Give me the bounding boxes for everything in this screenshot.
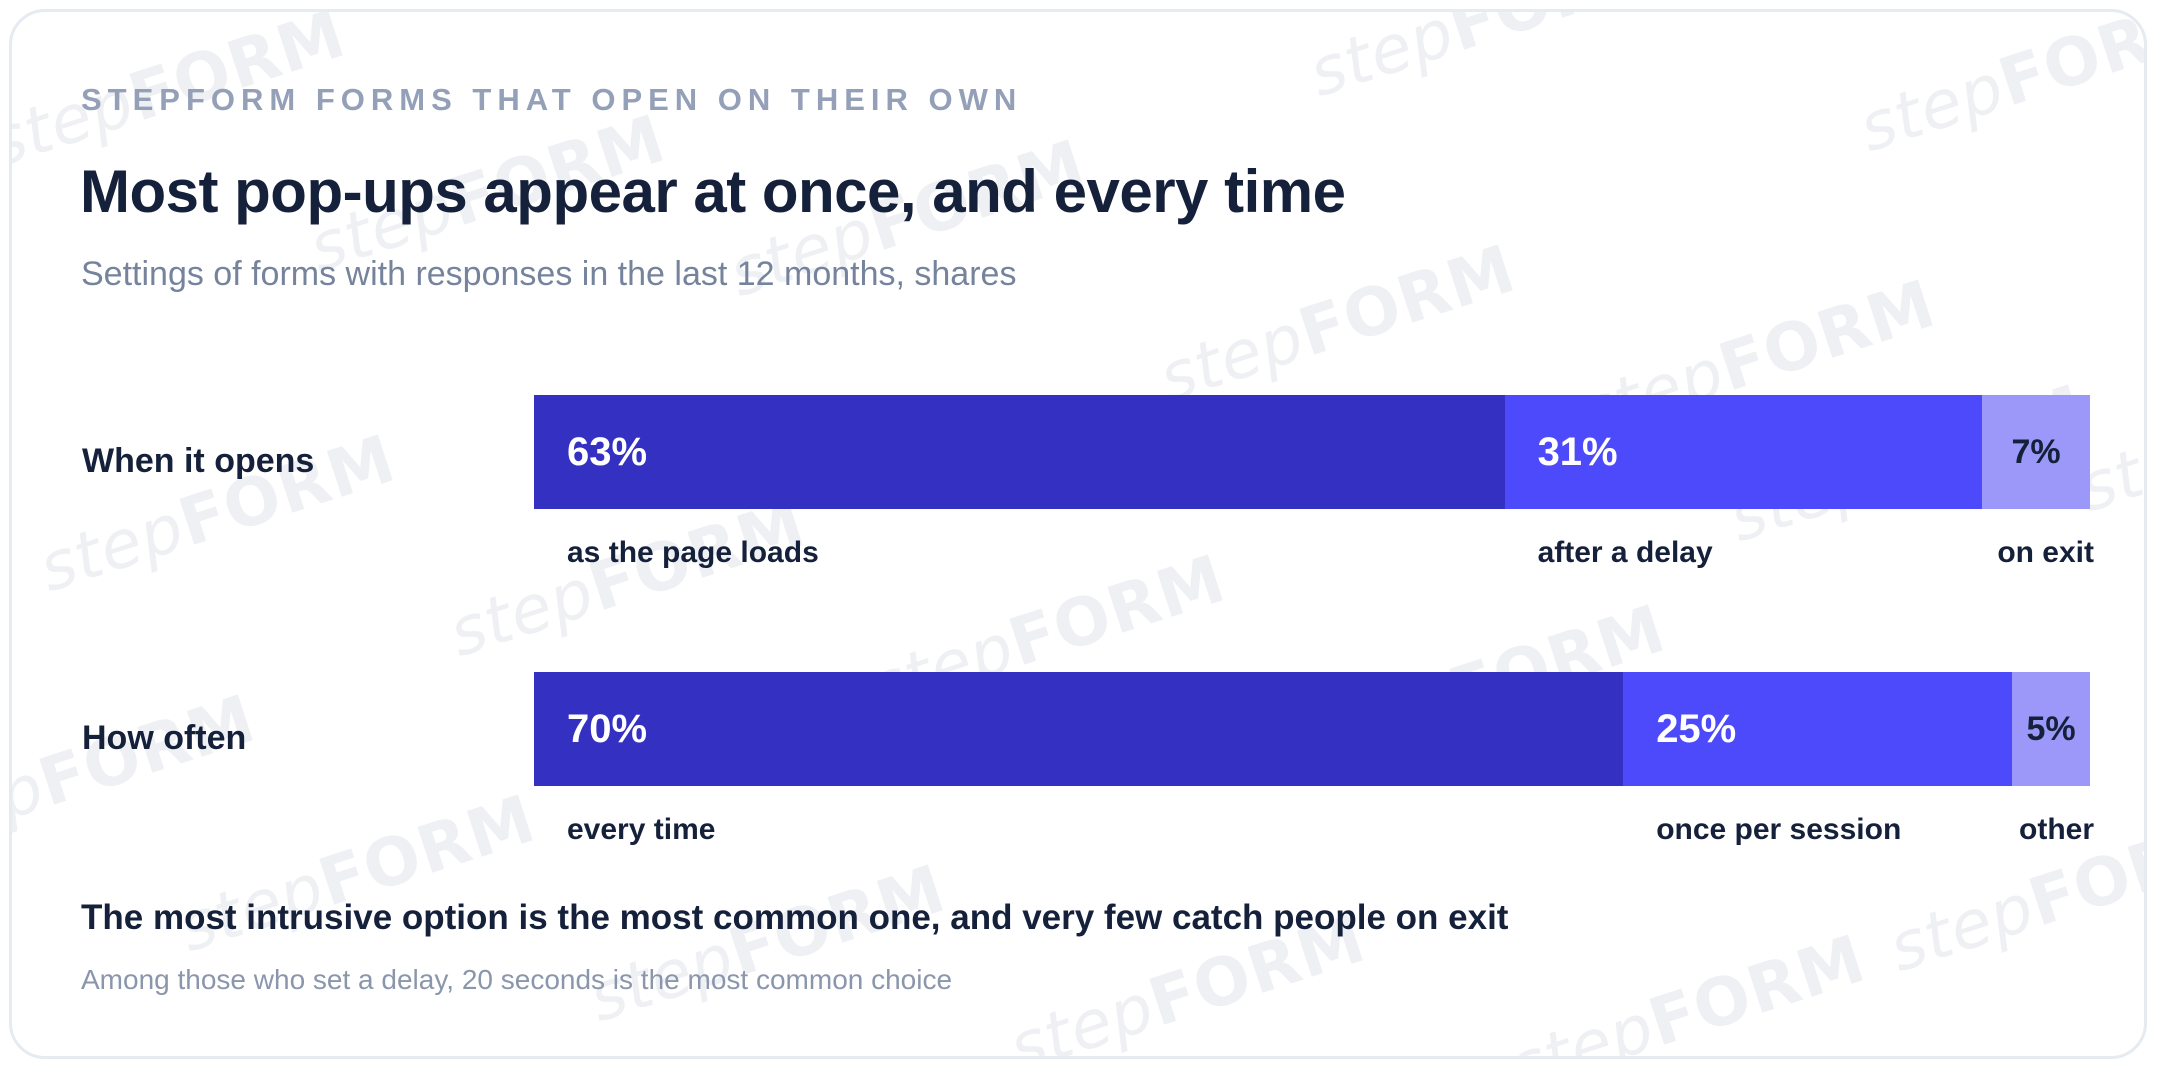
- chart-subtitle: Settings of forms with responses in the …: [81, 255, 1017, 293]
- bar-segment: 25%: [1623, 672, 2013, 786]
- watermark-logo: stepFORM: [440, 485, 815, 673]
- segment-category-label: once per session: [1656, 813, 1902, 846]
- chart-takeaway-note: The most intrusive option is the most co…: [81, 898, 1509, 937]
- watermark-logo: stepFORM: [1300, 9, 1674, 113]
- chart-eyebrow: STEPFORM FORMS THAT OPEN ON THEIR OWN: [81, 82, 1023, 117]
- watermark-logo: stepFORM: [9, 680, 265, 868]
- segment-value-label: 25%: [1656, 706, 1737, 751]
- chart-footnote: Among those who set a delay, 20 seconds …: [81, 964, 953, 995]
- bar-segment: 70%: [534, 672, 1624, 786]
- watermark-logo: stepFORM: [170, 780, 545, 968]
- segment-category-label: after a delay: [1537, 536, 1713, 569]
- segment-value-label: 7%: [2011, 432, 2061, 471]
- chart-title: Most pop-ups appear at once, and every t…: [80, 158, 1346, 225]
- watermark-logo: stepFORM: [1850, 9, 2147, 168]
- segment-category-label: as the page loads: [567, 536, 819, 569]
- chart-card: stepFORM stepFORM stepFORM stepFORM stepFORM…: [9, 9, 2147, 1059]
- bar-segment: 63%: [534, 395, 1505, 509]
- segment-value-label: 5%: [2026, 709, 2076, 748]
- watermark-logo: stepFORM: [580, 850, 955, 1038]
- segment-category-label: other: [2019, 813, 2094, 846]
- watermark-logo: stepFORM: [1500, 920, 1875, 1059]
- bar-segment: 5%: [2012, 672, 2090, 786]
- bar-segment: 7%: [1982, 395, 2090, 509]
- segment-value-label: 31%: [1537, 429, 1618, 474]
- bar-segment: 31%: [1504, 395, 1983, 509]
- row-label-how-often: How often: [82, 719, 247, 757]
- segment-category-label: every time: [567, 813, 716, 846]
- watermark-logo: stepFORM: [1880, 800, 2147, 988]
- stacked-bar-when-it-opens: 63% 31% 7%: [534, 395, 2090, 509]
- segment-value-label: 63%: [567, 429, 648, 474]
- watermark-logo: stepFORM: [1150, 230, 1525, 418]
- segment-category-label: on exit: [1997, 536, 2094, 569]
- row-label-when-it-opens: When it opens: [82, 442, 315, 480]
- stacked-bar-how-often: 70% 25% 5%: [534, 672, 2090, 786]
- segment-value-label: 70%: [567, 706, 648, 751]
